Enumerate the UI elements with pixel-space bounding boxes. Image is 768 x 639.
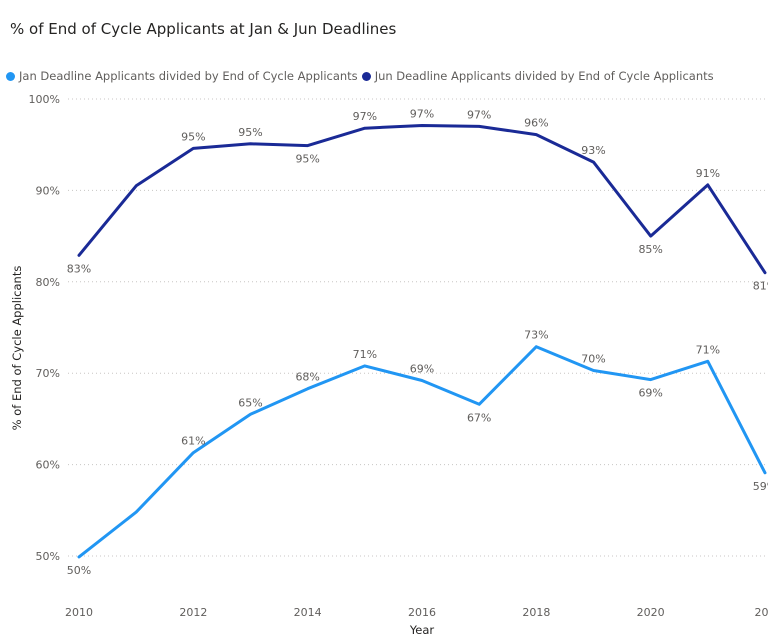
chart-title: % of End of Cycle Applicants at Jan & Ju… bbox=[10, 20, 397, 38]
data-label-jan: 59% bbox=[753, 480, 768, 493]
data-label-jan: 71% bbox=[696, 343, 720, 356]
data-label-jun: 96% bbox=[524, 117, 548, 130]
y-tick-label: 50% bbox=[36, 550, 60, 563]
data-label-jan: 50% bbox=[67, 564, 91, 577]
y-axis-title: % of End of Cycle Applicants bbox=[10, 266, 24, 431]
data-label-jun: 85% bbox=[638, 243, 662, 256]
x-tick-label: 2018 bbox=[522, 606, 550, 619]
data-label-jan: 69% bbox=[638, 387, 662, 400]
legend-label-jan: Jan Deadline Applicants divided by End o… bbox=[19, 69, 358, 83]
data-label-jun: 97% bbox=[410, 108, 434, 121]
data-label-jun: 81% bbox=[753, 280, 768, 293]
y-tick-label: 60% bbox=[36, 459, 60, 472]
x-tick-label: 2014 bbox=[294, 606, 322, 619]
x-tick-label: 2020 bbox=[637, 606, 665, 619]
x-axis-title: Year bbox=[409, 623, 435, 637]
legend-label-jun: Jun Deadline Applicants divided by End o… bbox=[374, 69, 714, 83]
x-tick-label: 2016 bbox=[408, 606, 436, 619]
y-tick-label: 80% bbox=[36, 276, 60, 289]
legend-marker-jan bbox=[6, 71, 15, 81]
data-label-jan: 69% bbox=[410, 363, 434, 376]
data-label-jun: 95% bbox=[238, 126, 262, 139]
data-label-jan: 61% bbox=[181, 435, 205, 448]
legend-item-jan[interactable]: Jan Deadline Applicants divided by End o… bbox=[6, 69, 358, 83]
data-label-jan: 73% bbox=[524, 329, 548, 342]
chart-legend[interactable]: Jan Deadline Applicants divided by End o… bbox=[6, 69, 718, 83]
series-line-jun bbox=[77, 124, 767, 275]
data-label-jan: 71% bbox=[353, 348, 377, 361]
x-tick-label: 2012 bbox=[179, 606, 207, 619]
data-label-jun: 95% bbox=[295, 153, 319, 166]
data-label-jan: 68% bbox=[295, 371, 319, 384]
data-label-jun: 91% bbox=[696, 167, 720, 180]
data-label-jan: 65% bbox=[238, 396, 262, 409]
legend-item-jun[interactable]: Jun Deadline Applicants divided by End o… bbox=[361, 69, 714, 83]
data-label-jun: 95% bbox=[181, 130, 205, 143]
y-tick-label: 90% bbox=[36, 184, 60, 197]
data-label-jun: 97% bbox=[467, 108, 491, 121]
y-tick-label: 70% bbox=[36, 367, 60, 380]
data-label-jan: 70% bbox=[581, 352, 605, 365]
x-tick-label: 202 bbox=[755, 606, 768, 619]
data-label-jun: 93% bbox=[581, 144, 605, 157]
data-label-jan: 67% bbox=[467, 411, 491, 424]
legend-marker-jun bbox=[361, 71, 371, 81]
series-line-jan bbox=[77, 345, 767, 559]
x-tick-label: 2010 bbox=[65, 606, 93, 619]
y-tick-label: 100% bbox=[29, 93, 60, 106]
data-label-jun: 83% bbox=[67, 262, 91, 275]
data-label-jun: 97% bbox=[353, 110, 377, 123]
